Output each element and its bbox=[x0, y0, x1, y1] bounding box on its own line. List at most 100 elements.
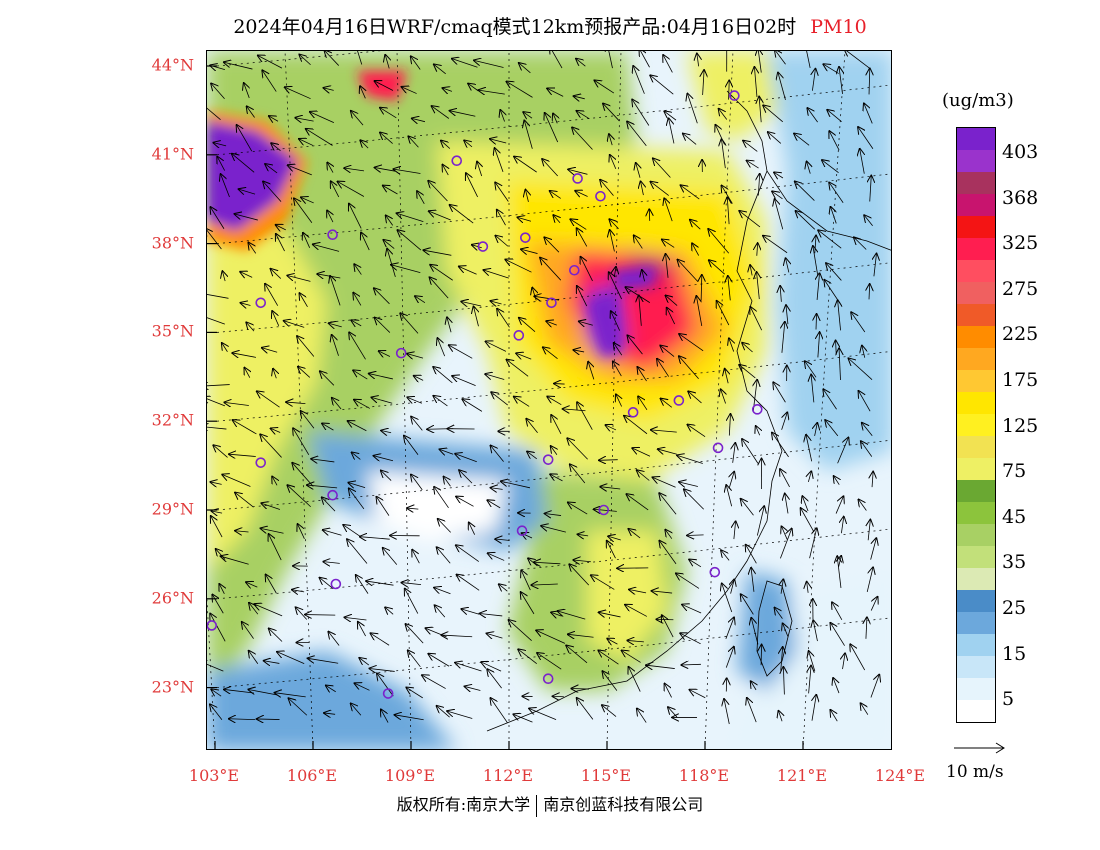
wind-vector bbox=[823, 389, 837, 410]
wind-vector bbox=[859, 391, 871, 412]
wind-vector bbox=[444, 477, 451, 487]
lon-label: 109°E bbox=[384, 766, 436, 785]
wind-vector bbox=[677, 455, 703, 464]
wind-vector bbox=[240, 272, 253, 278]
lon-label: 121°E bbox=[776, 766, 828, 785]
colorbar-cell bbox=[957, 502, 995, 524]
wind-vector bbox=[609, 272, 622, 300]
wind-vector bbox=[690, 220, 701, 230]
wind-vector bbox=[328, 632, 340, 646]
wind-vector bbox=[838, 300, 841, 331]
wind-vector bbox=[254, 604, 283, 617]
wind-vector bbox=[221, 174, 230, 198]
wind-vector bbox=[727, 197, 729, 225]
wind-vector bbox=[690, 690, 706, 699]
wind-vector bbox=[332, 398, 342, 410]
wind-vector bbox=[402, 583, 422, 585]
wind-vector bbox=[782, 322, 785, 353]
wind-vector bbox=[870, 176, 872, 202]
wind-vector bbox=[235, 493, 254, 508]
wind-vector bbox=[514, 157, 537, 173]
wind-vector bbox=[547, 397, 562, 406]
wind-vector bbox=[775, 51, 786, 65]
wind-vector bbox=[541, 526, 566, 533]
wind-vector bbox=[402, 87, 417, 94]
wind-vector bbox=[360, 140, 369, 149]
city-marker bbox=[572, 173, 583, 184]
wind-vector bbox=[754, 67, 757, 98]
wind-vector bbox=[207, 317, 225, 325]
wind-vector bbox=[864, 215, 873, 226]
wind-vector bbox=[222, 343, 228, 352]
wind-vector bbox=[207, 294, 229, 299]
city-marker bbox=[327, 489, 338, 501]
wind-vector bbox=[258, 55, 283, 69]
wind-vector bbox=[269, 116, 279, 121]
wind-vector bbox=[866, 617, 867, 639]
lat-label: 38°N bbox=[151, 233, 194, 253]
wind-vector bbox=[613, 361, 622, 377]
wind-vector bbox=[442, 88, 453, 91]
wind-vector bbox=[608, 536, 621, 540]
wind-vector bbox=[573, 560, 591, 562]
wind-vector bbox=[466, 173, 478, 198]
wind-vector bbox=[570, 219, 587, 230]
wind-vector bbox=[543, 347, 558, 359]
wind-vector bbox=[217, 157, 226, 171]
wind-vector bbox=[397, 213, 424, 222]
wind-vector bbox=[478, 90, 505, 94]
wind-vector bbox=[491, 392, 508, 406]
wind-vector bbox=[406, 624, 424, 644]
wind-vector bbox=[783, 667, 784, 695]
wind-vector bbox=[657, 359, 669, 377]
wind-vector bbox=[495, 236, 509, 247]
wind-vector bbox=[273, 369, 276, 379]
wind-vector bbox=[456, 497, 474, 507]
wind-vector bbox=[717, 301, 730, 326]
wind-vector bbox=[298, 524, 305, 540]
wind-vector bbox=[660, 346, 675, 357]
wind-vector bbox=[806, 51, 811, 69]
colorbar-tick: 125 bbox=[1002, 414, 1039, 437]
wind-vector bbox=[786, 258, 789, 273]
wind-vector bbox=[845, 51, 871, 69]
wind-vector bbox=[778, 73, 786, 101]
wind-vector bbox=[500, 110, 504, 122]
wind-vector bbox=[757, 243, 758, 256]
wind-vector bbox=[379, 351, 391, 356]
wind-vector bbox=[307, 485, 338, 488]
wind-vector bbox=[772, 191, 783, 200]
wind-vector bbox=[213, 143, 227, 146]
reference-wind-label: 10 m/s bbox=[946, 762, 1004, 782]
wind-vector bbox=[355, 683, 370, 691]
wind-vector bbox=[352, 452, 361, 459]
lon-label: 115°E bbox=[580, 766, 632, 785]
wind-vector bbox=[629, 667, 641, 692]
wind-vector bbox=[377, 673, 394, 697]
wind-vector bbox=[843, 653, 846, 670]
wind-vector bbox=[570, 464, 586, 484]
wind-vector bbox=[422, 675, 446, 689]
wind-vector bbox=[343, 525, 361, 537]
wind-vector bbox=[407, 397, 422, 403]
city-marker bbox=[542, 673, 554, 685]
wind-vector bbox=[550, 51, 563, 69]
wind-vector bbox=[742, 439, 759, 464]
wind-vector bbox=[366, 581, 394, 585]
wind-vector bbox=[773, 382, 786, 403]
wind-vector bbox=[487, 669, 502, 689]
wind-vector bbox=[809, 528, 817, 559]
wind-vector bbox=[687, 535, 704, 536]
colorbar-cell bbox=[957, 326, 995, 348]
city-marker bbox=[477, 241, 489, 252]
wind-vector bbox=[443, 165, 449, 176]
wind-vector bbox=[219, 584, 224, 594]
wind-vector bbox=[386, 215, 394, 226]
wind-vector bbox=[248, 690, 278, 696]
wind-vector bbox=[374, 288, 390, 305]
wind-vector bbox=[638, 396, 648, 411]
wind-vector bbox=[554, 384, 565, 385]
wind-vector bbox=[348, 421, 367, 432]
wind-vector bbox=[812, 695, 816, 721]
wind-vector bbox=[658, 449, 678, 454]
